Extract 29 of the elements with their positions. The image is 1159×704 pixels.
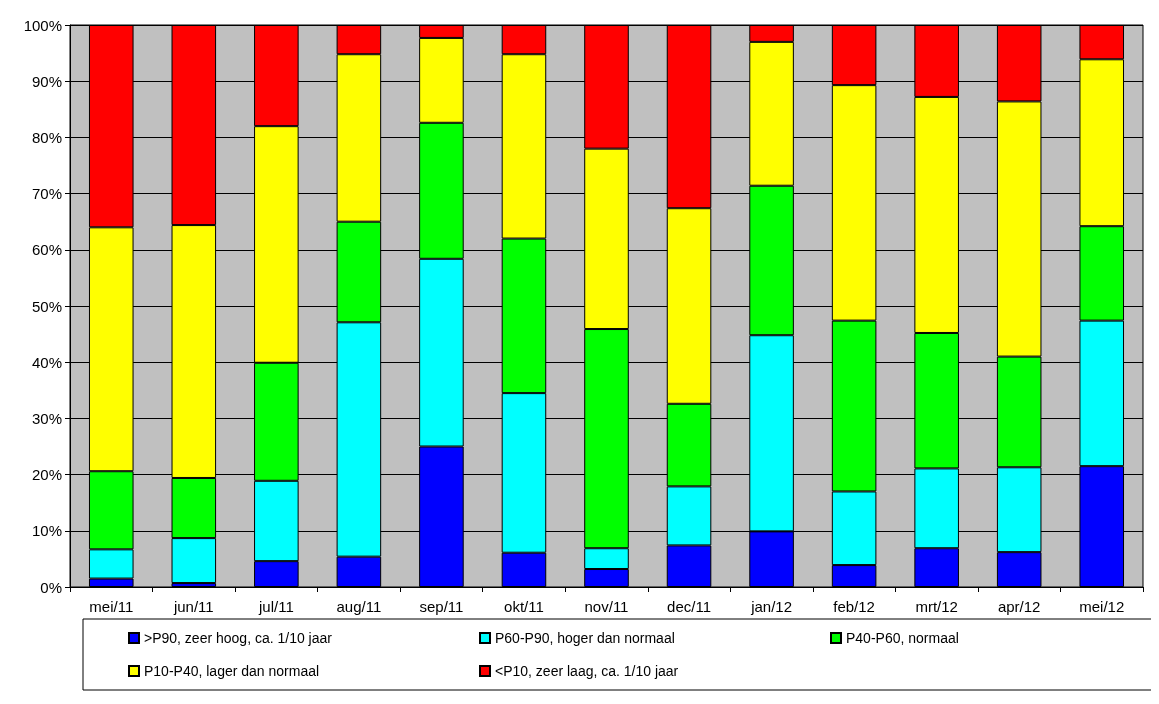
legend-label: P40-P60, normaal: [846, 630, 959, 646]
y-tick-label: 90%: [31, 72, 62, 90]
y-tick-label: 70%: [31, 185, 62, 203]
y-tick-label: 0%: [40, 578, 62, 596]
x-tick-label: jan/12: [750, 598, 793, 615]
legend-label: >P90, zeer hoog, ca. 1/10 jaar: [144, 630, 333, 646]
x-tick-label: feb/12: [833, 598, 875, 615]
x-tick-label: mei/11: [89, 598, 134, 615]
x-tick-label: dec/11: [667, 598, 712, 615]
y-tick-label: 50%: [31, 297, 62, 315]
y-tick-label: 60%: [31, 241, 62, 259]
x-tick-label: nov/11: [584, 598, 629, 615]
y-tick-label: 30%: [31, 409, 62, 427]
legend-label: P10-P40, lager dan normaal: [144, 663, 320, 679]
x-tick-label: aug/11: [336, 598, 382, 615]
x-tick-label: mrt/12: [915, 598, 958, 615]
legend-label: P60-P90, hoger dan normaal: [495, 630, 675, 646]
x-tick-label: okt/11: [504, 598, 544, 615]
legend-label: <P10, zeer laag, ca. 1/10 jaar: [495, 663, 679, 679]
x-tick-label: jun/11: [172, 598, 214, 615]
x-tick-label: jul/11: [257, 598, 294, 615]
y-tick-label: 80%: [31, 128, 62, 146]
y-tick-label: 40%: [31, 353, 62, 371]
x-tick-label: apr/12: [997, 598, 1041, 615]
y-tick-label: 100%: [23, 16, 62, 34]
y-tick-label: 20%: [31, 466, 62, 484]
y-tick-label: 10%: [31, 522, 62, 540]
x-tick-label: sep/11: [419, 598, 464, 615]
x-tick-label: mei/12: [1079, 598, 1125, 615]
